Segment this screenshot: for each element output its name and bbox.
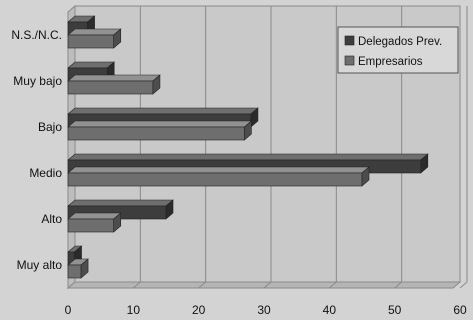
- floor-gridline: [459, 281, 468, 289]
- bars: [67, 15, 429, 279]
- legend: Delegados Prev. Empresarios: [337, 26, 459, 74]
- bar: [67, 74, 161, 95]
- bar: [67, 28, 122, 49]
- floor: [66, 281, 462, 289]
- category-label: Muy bajo: [13, 74, 62, 88]
- floor-gridline: [198, 281, 206, 289]
- legend-swatch: [344, 55, 355, 66]
- x-tick-label: 60: [453, 303, 467, 317]
- legend-label: Empresarios: [358, 56, 423, 68]
- floor-gridline: [263, 281, 272, 289]
- bar: [67, 212, 122, 233]
- x-tick-label: 50: [388, 303, 402, 317]
- bar: [67, 258, 89, 279]
- category-label: Bajo: [38, 120, 62, 134]
- x-tick-labels: 0 10 20 30 40 50 60: [65, 303, 467, 317]
- x-tick-label: 10: [127, 303, 141, 317]
- floor-gridline: [133, 281, 141, 289]
- bar: [67, 166, 370, 187]
- legend-box: [337, 26, 459, 74]
- x-tick-label: 30: [257, 303, 271, 317]
- category-label: N.S./N.C.: [11, 28, 62, 42]
- legend-swatch: [344, 35, 355, 46]
- legend-label: Delegados Prev.: [358, 36, 442, 48]
- category-label: Medio: [29, 166, 62, 180]
- category-label: Alto: [41, 212, 62, 226]
- x-tick-label: 40: [323, 303, 337, 317]
- category-labels: N.S./N.C. Muy bajo Bajo Medio Alto Muy alto: [11, 28, 62, 272]
- x-tick-label: 0: [65, 303, 72, 317]
- floor-gridline: [394, 281, 402, 289]
- bar: [67, 120, 253, 141]
- x-tick-label: 20: [192, 303, 206, 317]
- floor-gridline: [329, 281, 337, 289]
- gridlines: [133, 6, 468, 289]
- category-label: Muy alto: [17, 258, 63, 272]
